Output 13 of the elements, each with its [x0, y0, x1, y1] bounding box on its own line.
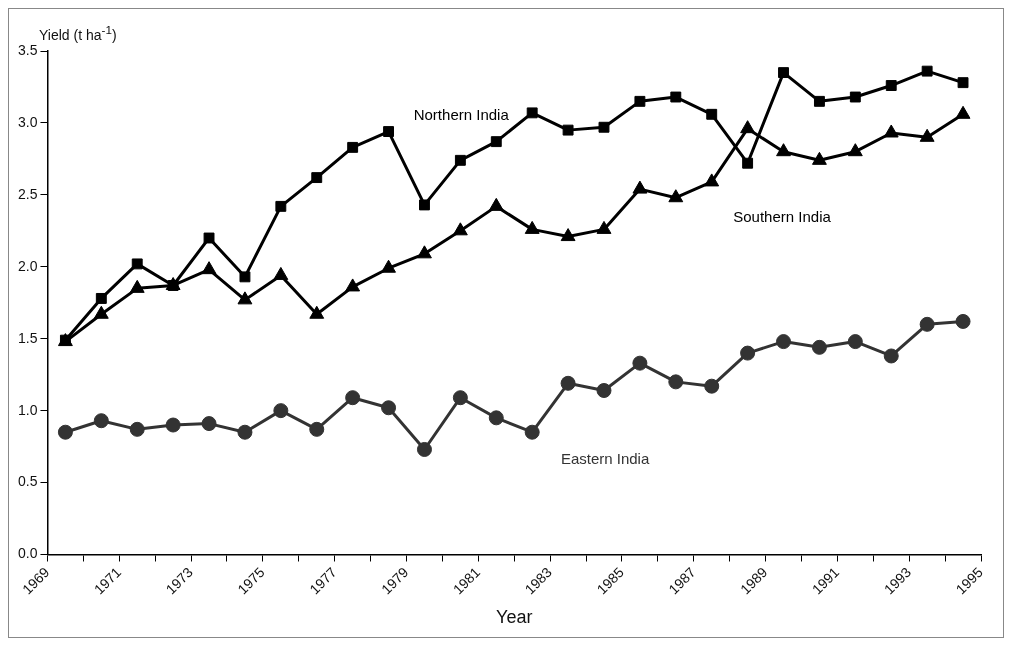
- series-label: Southern India: [733, 208, 832, 226]
- series-label: Northern India: [413, 105, 510, 123]
- x-axis-title: Year: [496, 607, 533, 628]
- y-tick-label: 0.0: [17, 545, 38, 562]
- y-tick-label: 0.5: [17, 473, 38, 490]
- y-tick-label: 1.0: [17, 401, 38, 418]
- y-tick-label: 2.0: [17, 257, 38, 274]
- y-tick-label: 3.5: [17, 41, 38, 58]
- y-tick-label: 3.0: [17, 113, 38, 130]
- y-tick-label: 2.5: [17, 185, 38, 202]
- series-label: Eastern India: [560, 449, 650, 467]
- y-axis-title: Yield (t ha$^{-1}$): [39, 23, 117, 43]
- y-tick-label: 1.5: [17, 329, 38, 346]
